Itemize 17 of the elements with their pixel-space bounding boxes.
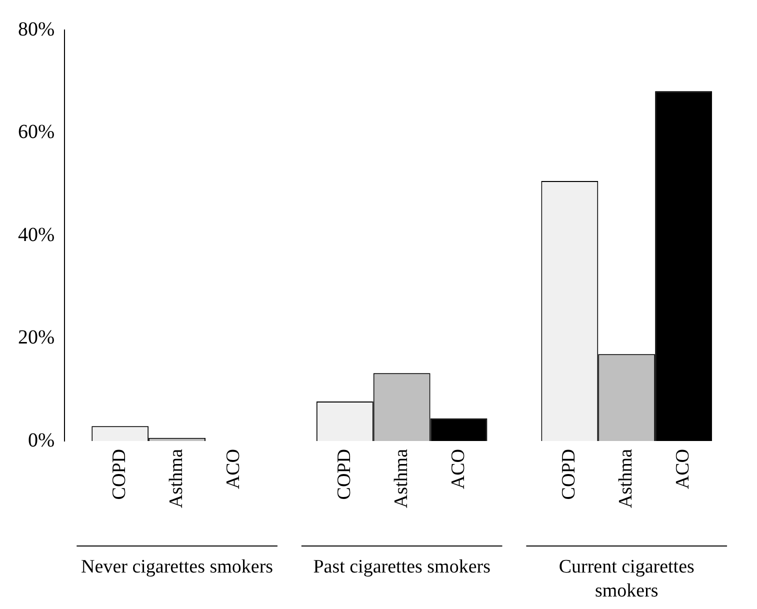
x-tick-label: Never cigarettes smokers — [81, 556, 274, 578]
y-tick-label: 20% — [18, 326, 55, 348]
y-tick-label: 0% — [28, 429, 55, 452]
text: ACO — [222, 449, 244, 490]
text: Asthma — [166, 448, 188, 508]
x-tick-label: Past cigarettes smokers — [313, 556, 490, 578]
text: ACO — [448, 449, 469, 490]
text: ACO — [672, 449, 694, 490]
text: COPD — [109, 449, 130, 500]
text: COPD — [558, 449, 580, 500]
text: Asthma — [390, 449, 412, 508]
x-tick-label: Current cigarettes smokers — [558, 556, 694, 602]
text: Asthma — [616, 449, 637, 508]
text: COPD — [334, 449, 355, 500]
y-tick-label: 40% — [18, 224, 55, 246]
y-tick-label: 60% — [18, 121, 55, 143]
y-tick-label: 80% — [18, 18, 55, 40]
